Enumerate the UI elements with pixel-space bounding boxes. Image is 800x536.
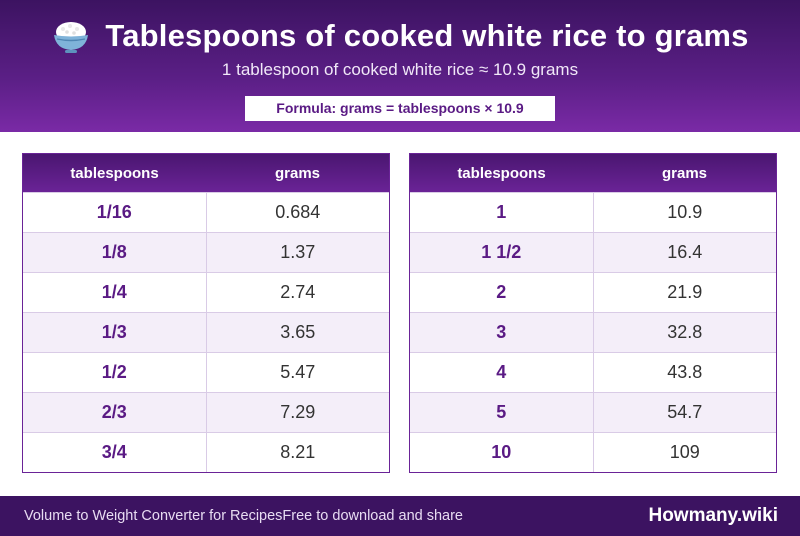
table-header-row: tablespoons grams <box>410 154 776 193</box>
grams-cell: 8.21 <box>205 432 389 472</box>
grams-cell: 1.37 <box>205 232 389 273</box>
table-header-row: tablespoons grams <box>23 154 389 193</box>
tablespoons-cell: 10 <box>410 432 593 472</box>
page-subtitle: 1 tablespoon of cooked white rice ≈ 10.9… <box>221 60 579 79</box>
grams-cell: 7.29 <box>205 392 389 433</box>
column-header-tablespoons: tablespoons <box>23 154 206 193</box>
formula-badge: Formula: grams = tablespoons × 10.9 <box>245 96 555 121</box>
title-row: Tablespoons of cooked white rice to gram… <box>0 14 800 58</box>
footer-tagline: Volume to Weight Converter for RecipesFr… <box>24 508 464 524</box>
grams-cell: 10.9 <box>592 192 776 233</box>
tablespoons-cell: 1/3 <box>23 312 206 353</box>
table-row: 2/3 7.29 <box>23 392 389 433</box>
conversion-table-left: tablespoons grams 1/16 0.684 1/8 1.37 1/… <box>22 153 390 473</box>
table-row: 1 1/2 16.4 <box>410 232 776 273</box>
table-row: 4 43.8 <box>410 352 776 393</box>
grams-cell: 2.74 <box>205 272 389 313</box>
grams-cell: 109 <box>592 432 776 472</box>
table-row: 1/16 0.684 <box>23 192 389 233</box>
tablespoons-cell: 5 <box>410 392 593 433</box>
grams-cell: 0.684 <box>205 192 389 233</box>
grams-cell: 21.9 <box>592 272 776 313</box>
column-header-grams: grams <box>593 154 776 193</box>
tablespoons-cell: 3 <box>410 312 593 353</box>
tablespoons-cell: 1/16 <box>23 192 206 233</box>
column-header-tablespoons: tablespoons <box>410 154 593 193</box>
page-title: Tablespoons of cooked white rice to gram… <box>105 18 749 53</box>
table-row: 2 21.9 <box>410 272 776 313</box>
tablespoons-cell: 1/8 <box>23 232 206 273</box>
grams-cell: 43.8 <box>592 352 776 393</box>
tablespoons-cell: 2/3 <box>23 392 206 433</box>
rice-bowl-icon <box>54 22 89 53</box>
tablespoons-cell: 1 <box>410 192 593 233</box>
tablespoons-cell: 1/2 <box>23 352 206 393</box>
tablespoons-cell: 1/4 <box>23 272 206 313</box>
table-row: 1/3 3.65 <box>23 312 389 353</box>
tablespoons-cell: 1 1/2 <box>410 232 593 273</box>
header-banner: Tablespoons of cooked white rice to gram… <box>0 0 800 132</box>
column-header-grams: grams <box>206 154 389 193</box>
table-row: 3/4 8.21 <box>23 432 389 472</box>
tablespoons-cell: 3/4 <box>23 432 206 472</box>
table-row: 1/8 1.37 <box>23 232 389 273</box>
footer-bar: Volume to Weight Converter for RecipesFr… <box>0 496 800 536</box>
table-row: 1/2 5.47 <box>23 352 389 393</box>
table-row: 3 32.8 <box>410 312 776 353</box>
conversion-table-right: tablespoons grams 1 10.9 1 1/2 16.4 2 21… <box>409 153 777 473</box>
grams-cell: 16.4 <box>592 232 776 273</box>
grams-cell: 32.8 <box>592 312 776 353</box>
grams-cell: 5.47 <box>205 352 389 393</box>
table-row: 5 54.7 <box>410 392 776 433</box>
table-row: 10 109 <box>410 432 776 472</box>
grams-cell: 3.65 <box>205 312 389 353</box>
tablespoons-cell: 2 <box>410 272 593 313</box>
grams-cell: 54.7 <box>592 392 776 433</box>
table-row: 1/4 2.74 <box>23 272 389 313</box>
brand-logo-text[interactable]: Howmany.wiki <box>648 505 778 526</box>
table-row: 1 10.9 <box>410 192 776 233</box>
tablespoons-cell: 4 <box>410 352 593 393</box>
